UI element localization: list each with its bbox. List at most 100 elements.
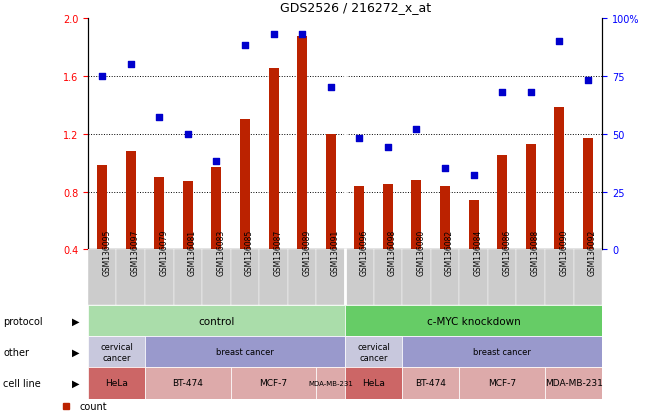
Text: GSM136085: GSM136085 (245, 230, 254, 276)
Bar (383, 185, 393, 250)
Text: GDS2526 / 216272_x_at: GDS2526 / 216272_x_at (280, 2, 431, 14)
Bar (145, 250, 174, 306)
Text: GSM136097: GSM136097 (131, 230, 140, 276)
Text: breast cancer: breast cancer (216, 348, 274, 356)
Bar (440, 186, 450, 250)
Point (97, 73, 107, 80)
Text: GSM136088: GSM136088 (531, 230, 540, 275)
Text: GSM136089: GSM136089 (302, 230, 311, 276)
Text: c-MYC knockdown: c-MYC knockdown (426, 316, 521, 326)
Bar (431, 250, 460, 306)
Bar (174, 250, 202, 306)
Bar (583, 139, 593, 250)
Bar (259, 250, 288, 306)
Text: cell line: cell line (3, 378, 41, 388)
Point (497, 89, 507, 96)
Bar (145, 368, 230, 399)
Text: GSM136081: GSM136081 (188, 230, 197, 275)
Bar (516, 250, 545, 306)
Bar (345, 306, 602, 337)
Text: protocol: protocol (3, 316, 43, 326)
Point (297, 31, 307, 38)
Text: MDA-MB-231: MDA-MB-231 (545, 379, 603, 387)
Bar (374, 250, 402, 306)
Text: GSM136079: GSM136079 (159, 230, 169, 276)
Text: ▶: ▶ (72, 347, 79, 357)
Text: GSM136086: GSM136086 (502, 230, 511, 276)
Bar (488, 250, 516, 306)
Text: cervical
cancer: cervical cancer (100, 342, 133, 362)
Point (469, 173, 479, 179)
Bar (288, 250, 316, 306)
Bar (202, 250, 230, 306)
Point (354, 135, 365, 142)
Bar (554, 108, 564, 250)
Bar (574, 250, 602, 306)
Bar (345, 250, 374, 306)
Text: BT-474: BT-474 (415, 379, 446, 387)
Bar (345, 368, 402, 399)
Text: GSM136084: GSM136084 (474, 230, 482, 276)
Bar (526, 145, 536, 250)
Text: count: count (80, 401, 107, 411)
Bar (497, 156, 507, 250)
Bar (230, 368, 316, 399)
Text: MCF-7: MCF-7 (488, 379, 516, 387)
Bar (126, 152, 136, 250)
Text: GSM136095: GSM136095 (102, 230, 111, 276)
Bar (402, 250, 431, 306)
Bar (545, 368, 602, 399)
Text: HeLa: HeLa (105, 379, 128, 387)
Bar (469, 201, 478, 250)
Point (383, 145, 393, 152)
Text: GSM136082: GSM136082 (445, 230, 454, 275)
Text: HeLa: HeLa (362, 379, 385, 387)
Point (583, 78, 593, 84)
Bar (460, 250, 488, 306)
Point (240, 43, 250, 50)
Text: MCF-7: MCF-7 (260, 379, 288, 387)
Bar (345, 337, 402, 368)
Bar (269, 69, 279, 250)
Bar (402, 368, 460, 399)
Bar (212, 168, 221, 250)
Text: ▶: ▶ (72, 316, 79, 326)
Text: GSM136083: GSM136083 (216, 230, 225, 276)
Bar (183, 182, 193, 250)
Point (211, 159, 221, 165)
Bar (88, 368, 145, 399)
Text: GSM136098: GSM136098 (388, 230, 397, 276)
Text: breast cancer: breast cancer (473, 348, 531, 356)
Text: GSM136092: GSM136092 (588, 230, 597, 276)
Point (440, 166, 450, 172)
Text: GSM136080: GSM136080 (417, 230, 426, 276)
Text: MDA-MB-231: MDA-MB-231 (309, 380, 353, 386)
Point (326, 85, 336, 91)
Bar (88, 250, 117, 306)
Text: BT-474: BT-474 (173, 379, 203, 387)
Point (126, 62, 136, 68)
Point (554, 38, 564, 45)
Bar (88, 306, 345, 337)
Text: ▶: ▶ (72, 378, 79, 388)
Text: GSM136091: GSM136091 (331, 230, 340, 276)
Point (411, 126, 422, 133)
Bar (402, 337, 602, 368)
Text: control: control (199, 316, 234, 326)
Point (154, 115, 165, 121)
Bar (88, 337, 145, 368)
Bar (316, 250, 345, 306)
Bar (354, 186, 365, 250)
Point (525, 89, 536, 96)
Bar (230, 250, 259, 306)
Bar (545, 250, 574, 306)
Text: cervical
cancer: cervical cancer (357, 342, 390, 362)
Bar (297, 38, 307, 250)
Bar (117, 250, 145, 306)
Text: other: other (3, 347, 29, 357)
Bar (411, 180, 421, 250)
Bar (460, 368, 545, 399)
Bar (154, 178, 164, 250)
Point (183, 131, 193, 138)
Bar (240, 120, 250, 250)
